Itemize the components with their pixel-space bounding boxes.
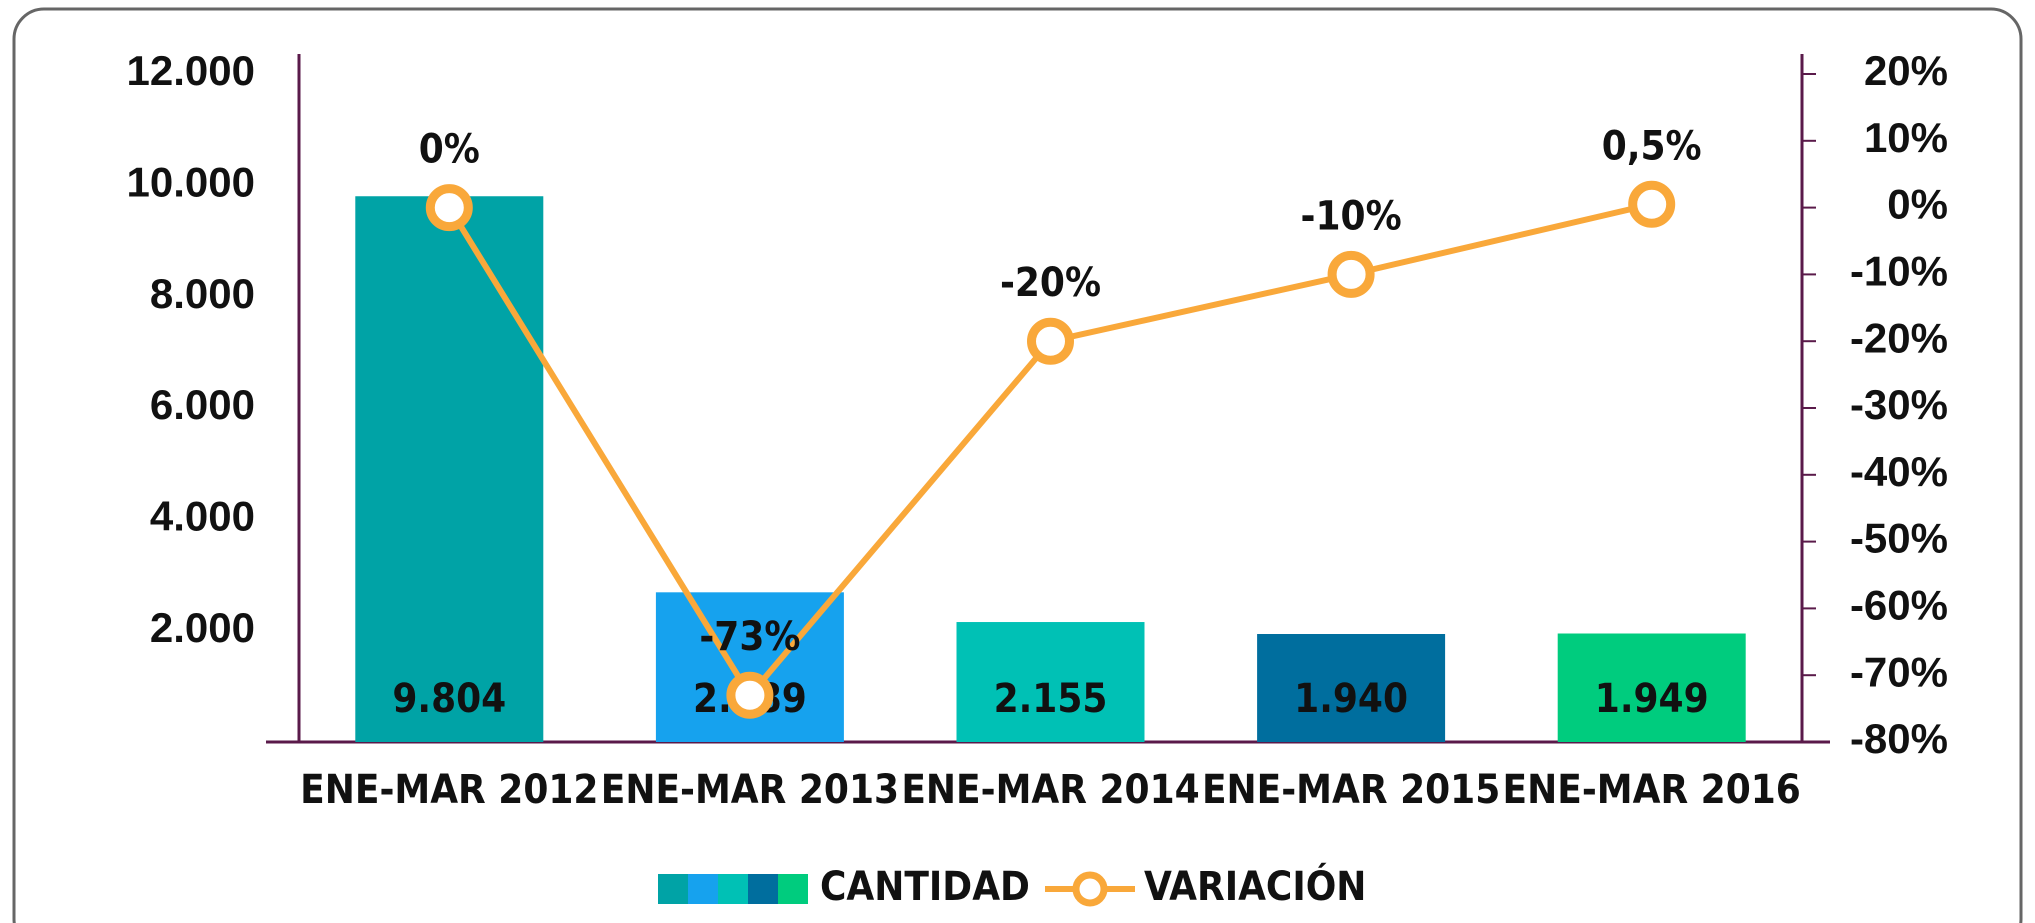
line-value-label: -10%	[1301, 193, 1402, 239]
line-marker	[1327, 250, 1375, 298]
line-value-label: -73%	[699, 614, 800, 660]
y2-tick-label: -10%	[1850, 247, 1948, 294]
x-tick-label: ENE-MAR 2014	[901, 767, 1199, 813]
line-value-label: -20%	[1000, 260, 1101, 306]
y2-tick-label: 0%	[1887, 181, 1948, 228]
line-marker	[1027, 317, 1074, 365]
bar-value-label: 1.949	[1595, 676, 1709, 722]
bar	[355, 196, 544, 742]
bar	[1257, 634, 1446, 742]
x-tick-label: ENE-MAR 2016	[1503, 767, 1801, 813]
x-tick-label: ENE-MAR 2013	[601, 767, 899, 813]
y-tick-label: 4.000	[150, 492, 255, 539]
line-value-label: 0,5%	[1602, 123, 1702, 169]
y2-tick-label: -30%	[1850, 381, 1948, 428]
bar-value-label: 2.155	[994, 676, 1108, 722]
bar-value-label: 1.940	[1294, 676, 1408, 722]
line-marker	[425, 184, 473, 232]
legend-label: VARIACIÓN	[1144, 862, 1366, 910]
y2-tick-label: -70%	[1850, 648, 1948, 695]
y2-tick-label: -50%	[1850, 515, 1948, 562]
legend-label: CANTIDAD	[820, 864, 1030, 910]
bar	[1557, 633, 1746, 742]
legend-swatch	[688, 874, 718, 904]
legend-swatch	[748, 874, 778, 904]
y-tick-label: 2.000	[150, 604, 255, 651]
y2-tick-label: -80%	[1850, 715, 1948, 762]
line-value-label: 0%	[419, 127, 480, 173]
y-tick-label: 10.000	[127, 158, 255, 205]
line-marker	[726, 671, 774, 719]
legend-swatch	[778, 874, 808, 904]
bar	[956, 622, 1145, 742]
legend-marker	[1072, 871, 1108, 907]
y-tick-label: 6.000	[150, 381, 255, 428]
y-tick-label: 12.000	[127, 47, 255, 94]
y2-tick-label: -60%	[1850, 581, 1948, 628]
y2-tick-label: -20%	[1850, 314, 1948, 361]
x-tick-label: ENE-MAR 2015	[1202, 767, 1500, 813]
y2-tick-label: 20%	[1864, 47, 1948, 94]
y2-tick-label: -40%	[1850, 448, 1948, 495]
bar-value-label: 9.804	[392, 676, 506, 722]
line-marker	[1628, 180, 1676, 228]
legend-swatch	[718, 874, 748, 904]
legend-swatch	[658, 874, 688, 904]
y-tick-label: 8.000	[150, 270, 255, 317]
y2-tick-label: 10%	[1864, 114, 1948, 161]
x-tick-label: ENE-MAR 2012	[300, 767, 598, 813]
